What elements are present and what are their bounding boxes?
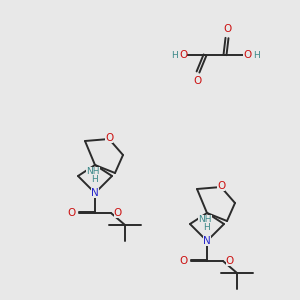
Text: O: O [194,76,202,86]
Text: H: H [202,224,209,232]
Text: O: O [68,208,76,218]
Text: O: O [217,181,225,191]
Text: NH: NH [198,214,212,224]
Text: H: H [91,176,98,184]
Text: O: O [180,256,188,266]
Text: H: H [171,50,177,59]
Text: N: N [203,236,211,246]
Text: O: O [223,24,231,34]
Text: O: O [226,256,234,266]
Text: O: O [243,50,251,60]
Text: O: O [179,50,187,60]
Text: H: H [253,50,260,59]
Text: NH: NH [86,167,100,176]
Text: O: O [114,208,122,218]
Text: N: N [91,188,99,198]
Text: O: O [105,133,113,143]
